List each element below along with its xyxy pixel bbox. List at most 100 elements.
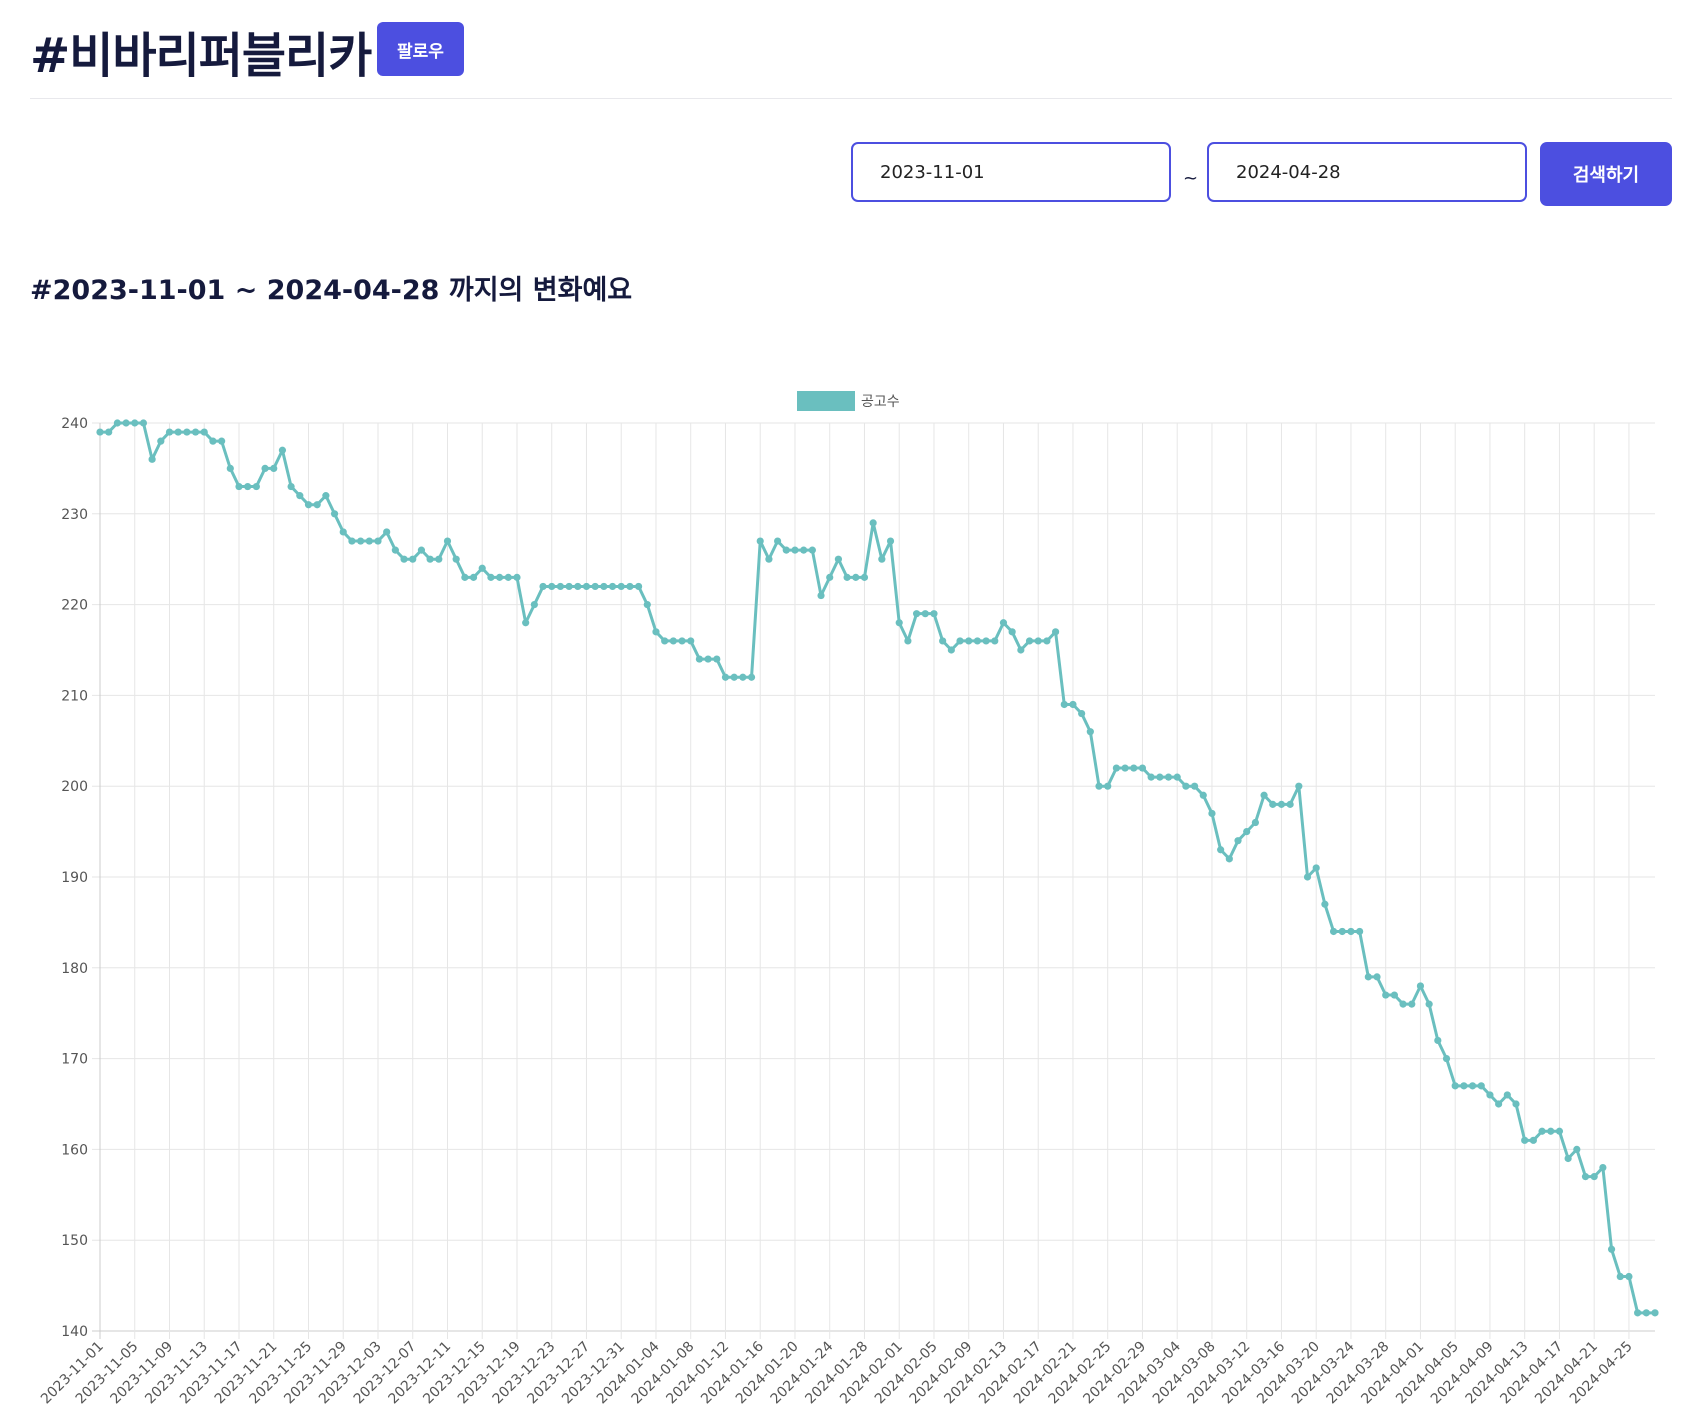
data-point <box>496 573 504 581</box>
data-point <box>1373 973 1381 981</box>
data-point <box>1121 764 1129 772</box>
data-point <box>165 428 174 436</box>
data-point <box>1043 637 1051 645</box>
data-point <box>1399 1000 1407 1008</box>
data-point <box>122 419 130 427</box>
data-point <box>1642 1309 1650 1317</box>
data-point <box>808 546 816 554</box>
data-point <box>1069 700 1077 709</box>
y-tick-label: 160 <box>61 1142 88 1158</box>
data-point <box>739 673 747 681</box>
data-point <box>339 528 347 536</box>
data-point <box>1616 1272 1624 1281</box>
data-point <box>1512 1100 1520 1108</box>
data-point <box>1634 1309 1642 1317</box>
data-point <box>1312 864 1320 872</box>
follow-button[interactable]: 팔로우 <box>377 22 464 76</box>
data-point <box>704 655 712 663</box>
data-point <box>895 619 903 627</box>
data-point <box>539 582 547 591</box>
data-point <box>756 537 764 545</box>
data-point <box>982 637 990 645</box>
data-point <box>1434 1036 1442 1045</box>
data-point <box>1190 782 1199 790</box>
data-point <box>1225 855 1233 863</box>
start-date: 2023-11-01 <box>880 161 985 183</box>
data-point <box>548 582 556 591</box>
y-tick-label: 170 <box>61 1052 88 1068</box>
data-point <box>591 582 599 591</box>
data-point <box>1095 782 1103 790</box>
data-point <box>1295 782 1303 790</box>
data-point <box>1286 800 1294 808</box>
data-point <box>661 637 669 645</box>
data-point <box>1321 900 1329 908</box>
data-point <box>1277 800 1286 808</box>
data-point <box>1217 846 1225 854</box>
y-tick-label: 200 <box>61 779 88 795</box>
legend-label: 공고수 <box>861 394 900 410</box>
data-point <box>1112 764 1120 772</box>
data-point <box>113 419 121 427</box>
end-date-input[interactable]: 2024-04-28 <box>1207 142 1527 202</box>
data-point <box>1303 873 1312 881</box>
search-button[interactable]: 검색하기 <box>1540 142 1672 206</box>
data-point <box>1503 1091 1511 1099</box>
data-point <box>183 428 191 436</box>
data-point <box>965 637 973 645</box>
data-point <box>374 537 382 545</box>
data-point <box>417 546 426 554</box>
date-separator: ~ <box>1183 168 1199 189</box>
data-point <box>1008 628 1016 636</box>
data-point <box>773 537 782 545</box>
data-point <box>504 573 512 581</box>
data-point <box>287 482 295 491</box>
data-point <box>1182 782 1190 790</box>
y-tick-label: 140 <box>61 1324 88 1340</box>
data-point <box>1564 1154 1572 1163</box>
data-point <box>782 546 790 554</box>
data-point <box>1138 764 1147 772</box>
data-point <box>617 582 625 591</box>
data-point <box>834 555 843 563</box>
data-point <box>1086 728 1094 736</box>
data-point <box>322 492 330 500</box>
data-point <box>991 637 999 645</box>
data-point <box>348 537 356 545</box>
data-point <box>721 673 730 681</box>
data-point <box>261 464 269 472</box>
data-point <box>157 437 165 445</box>
data-point <box>921 610 929 618</box>
data-point <box>860 573 869 581</box>
data-point <box>1573 1145 1581 1153</box>
data-point <box>730 673 738 681</box>
data-point <box>1468 1082 1477 1090</box>
data-point <box>1521 1136 1529 1144</box>
data-point <box>1173 773 1181 781</box>
data-point <box>1651 1309 1659 1317</box>
data-point <box>313 501 321 509</box>
data-point <box>912 610 921 618</box>
data-point <box>1243 828 1251 836</box>
data-point <box>383 528 391 536</box>
data-point <box>1078 709 1086 718</box>
data-point <box>999 619 1008 627</box>
data-point <box>1130 764 1138 772</box>
data-point <box>296 492 304 500</box>
data-point <box>391 546 399 554</box>
data-point <box>139 419 148 427</box>
data-point <box>1147 773 1155 781</box>
data-point <box>765 555 773 563</box>
data-point <box>1025 637 1034 645</box>
data-point <box>713 655 721 663</box>
data-point <box>626 582 634 591</box>
start-date-input[interactable]: 2023-11-01 <box>851 142 1171 202</box>
data-point <box>1017 646 1025 654</box>
data-point <box>435 555 443 563</box>
data-point <box>1529 1136 1537 1144</box>
data-point <box>1269 800 1277 808</box>
data-point <box>1590 1173 1598 1181</box>
data-point <box>235 482 243 491</box>
data-point <box>1408 1000 1416 1008</box>
data-point <box>669 637 677 645</box>
